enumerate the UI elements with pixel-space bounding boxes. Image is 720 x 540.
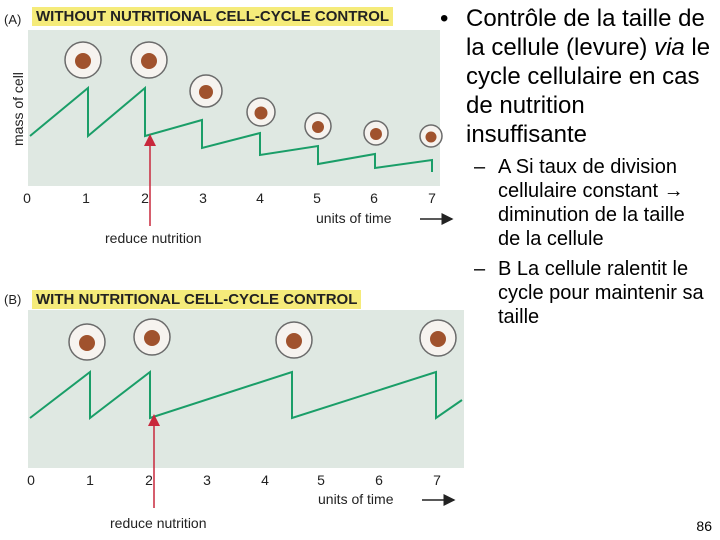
panel-a-annotation: reduce nutrition — [105, 230, 202, 246]
panel-a-ticks: 0 1 2 3 4 5 6 7 — [23, 190, 436, 206]
cell-icon — [363, 120, 389, 146]
panel-b-ticks: 0 1 2 3 4 5 6 7 — [27, 472, 441, 488]
bullet-dash: – — [474, 258, 486, 280]
cell-icon — [246, 97, 276, 127]
tick-label: 2 — [141, 190, 149, 206]
panel-b-mass-curve — [29, 369, 463, 421]
sub-bullet-b-text: B La cellule ralentit le cycle pour main… — [498, 258, 704, 328]
tick-label: 3 — [199, 190, 207, 206]
tick-label: 0 — [23, 190, 31, 206]
bullet-list: • Contrôle de la taille de la cellule (l… — [440, 4, 712, 329]
cell-icon — [68, 323, 106, 361]
cell-icon — [189, 74, 223, 108]
panel-b-annotation: reduce nutrition — [110, 515, 207, 531]
cell-icon — [133, 318, 171, 356]
bullet-dash: – — [474, 156, 486, 178]
tick-label: 2 — [145, 472, 153, 488]
panel-b-xlabel: units of time — [318, 491, 394, 507]
sub-bullet-b: – B La cellule ralentit le cycle pour ma… — [474, 257, 712, 329]
panel-b-title: WITH NUTRITIONAL CELL-CYCLE CONTROL — [32, 290, 362, 309]
tick-label: 1 — [82, 190, 90, 206]
tick-label: 7 — [433, 472, 441, 488]
tick-label: 4 — [261, 472, 269, 488]
panel-a-cells — [64, 41, 443, 148]
cell-icon — [419, 124, 443, 148]
panel-a-title: WITHOUT NUTRITIONAL CELL-CYCLE CONTROL — [32, 7, 394, 26]
tick-label: 0 — [27, 472, 35, 488]
panel-a-xlabel: units of time — [316, 210, 392, 226]
bullet-dot: • — [440, 5, 449, 32]
cell-icon — [419, 319, 457, 357]
cell-icon — [275, 321, 313, 359]
tick-label: 5 — [317, 472, 325, 488]
panel-b-cells — [68, 318, 457, 361]
tick-label: 3 — [203, 472, 211, 488]
panel-b-label: (B) — [4, 292, 22, 307]
sub-bullet-a: – A Si taux de division cellulaire const… — [474, 155, 712, 251]
cell-icon — [304, 112, 332, 140]
arrow-icon: → — [663, 180, 684, 202]
cell-icon — [130, 41, 168, 79]
tick-label: 6 — [370, 190, 378, 206]
main-bullet-text: Contrôle de la taille de la cellule (lev… — [466, 5, 711, 148]
tick-label: 6 — [375, 472, 383, 488]
tick-label: 7 — [428, 190, 436, 206]
panel-a-mass-curve — [29, 85, 433, 172]
panel-a-label: (A) — [4, 12, 22, 27]
tick-label: 4 — [256, 190, 264, 206]
main-bullet: • Contrôle de la taille de la cellule (l… — [440, 4, 712, 149]
tick-label: 5 — [313, 190, 321, 206]
tick-label: 1 — [86, 472, 94, 488]
page-number: 86 — [696, 518, 712, 534]
cell-icon — [64, 41, 102, 79]
sub-bullet-a-text: A Si taux de division cellulaire constan… — [498, 156, 685, 250]
